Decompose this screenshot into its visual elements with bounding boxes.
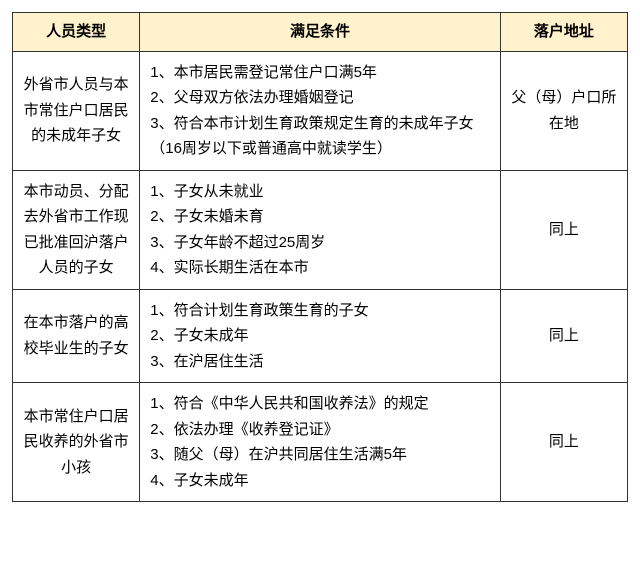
table-row: 外省市人员与本市常住户口居民的未成年子女 1、本市居民需登记常住户口满5年 2、… (13, 51, 628, 170)
condition-line: 2、子女未婚未育 (150, 204, 490, 230)
condition-line: 2、依法办理《收养登记证》 (150, 417, 490, 443)
table-row: 本市动员、分配去外省市工作现已批准回沪落户人员的子女 1、子女从未就业 2、子女… (13, 170, 628, 289)
condition-line: 3、符合本市计划生育政策规定生育的未成年子女（16周岁以下或普通高中就读学生） (150, 111, 490, 162)
header-type: 人员类型 (13, 13, 140, 52)
condition-line: 1、符合计划生育政策生育的子女 (150, 298, 490, 324)
cell-conditions: 1、符合计划生育政策生育的子女 2、子女未成年 3、在沪居住生活 (140, 289, 501, 383)
condition-line: 1、子女从未就业 (150, 179, 490, 205)
condition-line: 2、子女未成年 (150, 323, 490, 349)
cell-address: 同上 (500, 383, 627, 502)
condition-line: 4、实际长期生活在本市 (150, 255, 490, 281)
policy-table: 人员类型 满足条件 落户地址 外省市人员与本市常住户口居民的未成年子女 1、本市… (12, 12, 628, 502)
table-row: 本市常住户口居民收养的外省市小孩 1、符合《中华人民共和国收养法》的规定 2、依… (13, 383, 628, 502)
condition-line: 1、符合《中华人民共和国收养法》的规定 (150, 391, 490, 417)
table-row: 在本市落户的高校毕业生的子女 1、符合计划生育政策生育的子女 2、子女未成年 3… (13, 289, 628, 383)
condition-line: 3、子女年龄不超过25周岁 (150, 230, 490, 256)
cell-conditions: 1、本市居民需登记常住户口满5年 2、父母双方依法办理婚姻登记 3、符合本市计划… (140, 51, 501, 170)
cell-type: 本市动员、分配去外省市工作现已批准回沪落户人员的子女 (13, 170, 140, 289)
cell-address: 同上 (500, 170, 627, 289)
cell-type: 本市常住户口居民收养的外省市小孩 (13, 383, 140, 502)
cell-conditions: 1、符合《中华人民共和国收养法》的规定 2、依法办理《收养登记证》 3、随父（母… (140, 383, 501, 502)
condition-line: 3、随父（母）在沪共同居住生活满5年 (150, 442, 490, 468)
header-row: 人员类型 满足条件 落户地址 (13, 13, 628, 52)
cell-type: 在本市落户的高校毕业生的子女 (13, 289, 140, 383)
header-condition: 满足条件 (140, 13, 501, 52)
cell-address: 父（母）户口所在地 (500, 51, 627, 170)
cell-type: 外省市人员与本市常住户口居民的未成年子女 (13, 51, 140, 170)
cell-conditions: 1、子女从未就业 2、子女未婚未育 3、子女年龄不超过25周岁 4、实际长期生活… (140, 170, 501, 289)
header-address: 落户地址 (500, 13, 627, 52)
condition-line: 1、本市居民需登记常住户口满5年 (150, 60, 490, 86)
condition-line: 2、父母双方依法办理婚姻登记 (150, 85, 490, 111)
condition-line: 3、在沪居住生活 (150, 349, 490, 375)
cell-address: 同上 (500, 289, 627, 383)
condition-line: 4、子女未成年 (150, 468, 490, 494)
